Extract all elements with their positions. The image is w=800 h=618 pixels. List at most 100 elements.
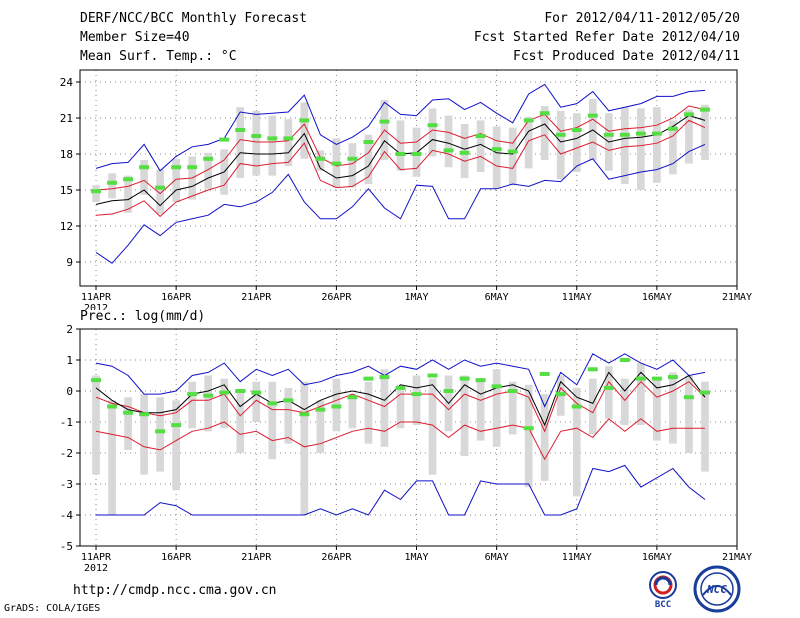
- prec-obs-mark: [299, 412, 310, 417]
- temp-frame: [79, 69, 738, 287]
- prec-x-tick-label: 21APR: [241, 552, 272, 563]
- prec-obs-mark: [363, 376, 374, 381]
- prec-ensemble-box: [124, 397, 132, 450]
- temp-obs-mark: [635, 131, 646, 136]
- temp-obs-mark: [171, 165, 182, 170]
- prec-x-tick-year: 2012: [84, 563, 108, 574]
- prec-ensemble-box: [284, 387, 293, 444]
- temp-obs-mark: [667, 126, 678, 131]
- temp-obs-mark: [395, 152, 406, 156]
- prec-x-tick-label: 6MAY: [485, 552, 509, 563]
- prec-ensemble-box: [588, 378, 597, 435]
- temp-ensemble-box: [236, 107, 245, 178]
- bcc-logo-text: BCC: [655, 600, 671, 609]
- temp-obs-mark: [187, 165, 198, 170]
- temp-ensemble-box: [540, 106, 549, 160]
- prec-obs-mark: [267, 401, 278, 406]
- footer-url[interactable]: http://cmdp.ncc.cma.gov.cn: [73, 583, 277, 598]
- temp-x-tick-label: 26APR: [321, 292, 352, 303]
- prec-ensemble-box: [236, 391, 245, 453]
- prec-obs-mark: [187, 392, 198, 397]
- prec-y-tick-label: -5: [60, 540, 73, 553]
- prec-x-tick-label: 11APR: [81, 552, 112, 563]
- temp-y-tick-label: 15: [60, 184, 73, 197]
- variable-label: Mean Surf. Temp.: °C: [80, 49, 237, 64]
- prec-obs-mark: [139, 412, 150, 417]
- prec-obs-mark: [395, 385, 406, 390]
- prec-obs-mark: [523, 426, 534, 431]
- temp-ensemble-box: [492, 126, 501, 189]
- temp-ensemble-box: [524, 116, 533, 169]
- prec-ensemble-box: [364, 381, 373, 444]
- prec-x-tick-label: 21MAY: [722, 552, 752, 563]
- temp-obs-mark: [459, 150, 470, 155]
- prec-y-tick-label: 0: [66, 385, 73, 398]
- prec-mean-line: [95, 371, 706, 427]
- prec-min-line: [96, 464, 706, 516]
- temp-x-tick-label: 11MAY: [562, 292, 592, 303]
- temp-obs-mark: [475, 134, 486, 138]
- temp-x-tick-year: 2012: [84, 303, 108, 310]
- temp-y-tick-label: 24: [60, 76, 74, 89]
- temp-obs-mark: [219, 137, 230, 142]
- prec-ensemble-box: [524, 384, 533, 488]
- prec-obs-mark: [651, 376, 662, 381]
- prec-ensemble-box: [637, 363, 645, 426]
- prec-ensemble-box: [460, 375, 469, 457]
- prec-obs-mark: [411, 392, 422, 397]
- temp-ensemble-box: [572, 113, 581, 172]
- prec-obs-mark: [507, 389, 518, 393]
- temp-obs-mark: [491, 147, 502, 152]
- prec-ensemble-box: [508, 381, 517, 435]
- temp-obs-mark: [523, 118, 534, 123]
- prec-obs-mark: [555, 392, 566, 397]
- prec-obs-mark: [235, 389, 246, 393]
- temp-ensemble-box: [284, 119, 293, 166]
- produced-date: Fcst Produced Date 2012/04/11: [513, 49, 740, 64]
- member-size: Member Size=40: [80, 30, 190, 45]
- temp-obs-mark: [619, 132, 630, 137]
- prec-obs-mark: [107, 404, 118, 409]
- prec-obs-mark: [251, 390, 262, 395]
- prec-obs-mark: [315, 407, 326, 412]
- prec-obs-mark: [667, 375, 678, 380]
- temp-ensemble-box: [268, 115, 277, 176]
- precip-label: Prec.: log(mm/d): [80, 309, 206, 324]
- prec-obs-mark: [587, 367, 598, 372]
- temp-obs-mark: [427, 123, 438, 128]
- prec-ensemble-box: [156, 397, 164, 472]
- prec-y-tick-label: -1: [60, 416, 73, 429]
- prec-ensemble-box: [92, 375, 100, 475]
- prec-obs-mark: [619, 358, 630, 362]
- prec-frame: [79, 328, 738, 547]
- prec-obs-mark: [443, 389, 454, 393]
- temp-y-tick-label: 9: [66, 256, 73, 269]
- prec-ensemble-box: [653, 378, 661, 441]
- prec-ensemble-box: [685, 375, 693, 453]
- prec-x-tick-label: 16MAY: [642, 552, 672, 563]
- prec-ensemble-box: [188, 381, 197, 429]
- temp-obs-mark: [331, 161, 342, 166]
- temp-ensemble-box: [620, 107, 629, 184]
- temp-ensemble-box: [204, 152, 213, 189]
- temp-x-tick-label: 16APR: [161, 292, 192, 303]
- bcc-emblem-icon: BCC: [649, 571, 677, 610]
- temp-obs-mark: [139, 165, 150, 170]
- temp-ensemble-box: [428, 108, 437, 157]
- temp-obs-mark: [299, 118, 310, 123]
- prec-ensemble-box: [540, 394, 549, 481]
- prec-obs-mark: [123, 410, 134, 415]
- temp-ensemble-box: [364, 134, 373, 184]
- prec-obs-mark: [635, 376, 646, 381]
- prec-obs-mark: [219, 390, 230, 395]
- temp-ensemble-box: [476, 120, 485, 172]
- prec-obs-mark: [203, 393, 214, 398]
- prec-ensemble-box: [476, 381, 485, 441]
- temp-upper-line: [95, 105, 706, 195]
- temp-x-tick-label: 16MAY: [642, 292, 672, 303]
- temp-ensemble-box: [685, 109, 693, 164]
- forecast-range: For 2012/04/11-2012/05/20: [544, 11, 740, 26]
- temp-obs-mark: [651, 131, 662, 136]
